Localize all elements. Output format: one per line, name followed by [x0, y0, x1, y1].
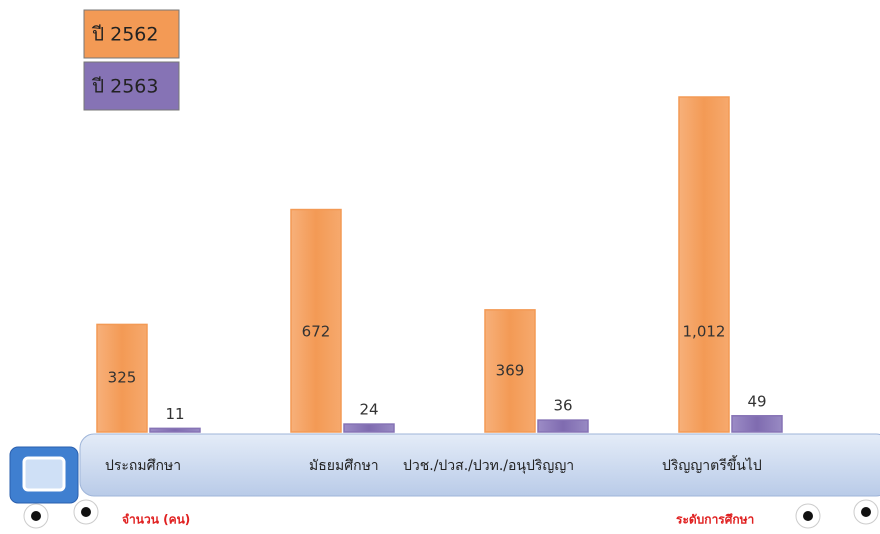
legend-label: ปี 2563	[91, 76, 158, 98]
bar	[678, 96, 730, 433]
x-tick-label: ประถมศึกษา	[105, 458, 181, 474]
value-label: 49	[747, 392, 766, 410]
value-label: 369	[496, 361, 525, 379]
x-tick-label: มัธยมศึกษา	[309, 458, 379, 474]
value-label: 325	[108, 369, 137, 387]
x-axis-label: ระดับการศึกษา	[676, 513, 754, 527]
legend-label: ปี 2562	[91, 24, 158, 46]
bar	[484, 309, 536, 433]
value-label: 36	[553, 397, 572, 415]
bar	[290, 208, 342, 433]
value-label: 24	[359, 401, 378, 419]
value-label: 1,012	[683, 323, 726, 341]
base-band	[9, 433, 880, 529]
bar	[96, 323, 148, 433]
value-label: 11	[165, 405, 184, 423]
y-axis-label: จำนวน (คน)	[122, 513, 190, 527]
bar	[149, 427, 201, 433]
x-tick-label: ปวช./ปวส./ปวท./อนุปริญญา	[403, 458, 574, 474]
value-label: 672	[302, 323, 331, 341]
x-tick-label: ปริญญาตรีขึ้นไป	[662, 455, 762, 474]
bar	[343, 423, 395, 433]
legend-swatch	[83, 61, 180, 111]
legend-swatch	[83, 9, 180, 59]
bar	[537, 419, 589, 433]
bar	[731, 415, 783, 433]
